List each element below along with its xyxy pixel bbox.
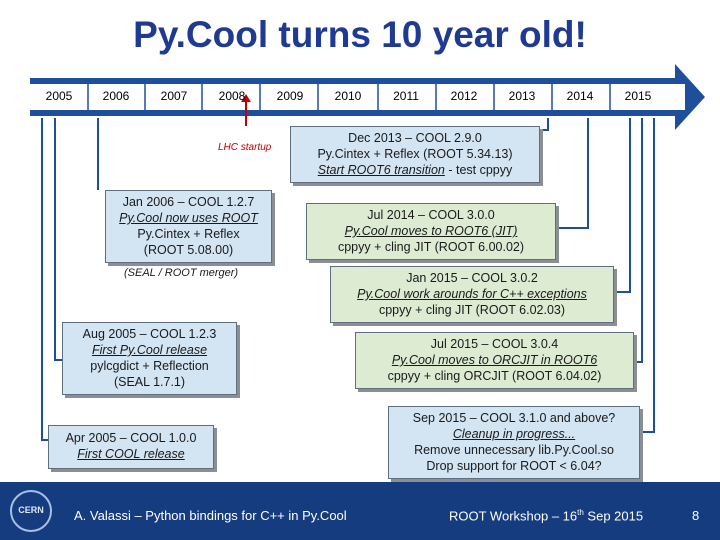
- event-box-aug2005: Aug 2005 – COOL 1.2.3 First Py.Cool rele…: [62, 322, 237, 395]
- event-highlight: First Py.Cool release: [91, 343, 208, 357]
- event-box-dec2013: Dec 2013 – COOL 2.9.0 Py.Cintex + Reflex…: [290, 126, 540, 183]
- event-title: Aug 2005 – COOL 1.2.3: [82, 327, 217, 341]
- year-label: 2011: [393, 89, 419, 103]
- event-box-jan2015: Jan 2015 – COOL 3.0.2 Py.Cool work aroun…: [330, 266, 614, 323]
- connector-dec2013: [540, 118, 549, 131]
- event-detail: - test cppyy: [444, 163, 513, 177]
- event-title: Jan 2015 – COOL 3.0.2: [406, 271, 538, 285]
- event-title: Apr 2005 – COOL 1.0.0: [65, 431, 197, 445]
- event-highlight: Py.Cool now uses ROOT: [119, 211, 258, 225]
- timeline-band: [30, 84, 685, 110]
- event-detail: cppyy + cling ORCJIT (ROOT 6.04.02): [387, 369, 602, 383]
- event-title: Sep 2015 – COOL 3.1.0 and above?: [412, 411, 616, 425]
- footer-event-sup: th: [577, 508, 584, 517]
- event-detail: cppyy + cling JIT (ROOT 6.00.02): [337, 240, 525, 254]
- event-highlight: Py.Cool work arounds for C++ exceptions: [357, 287, 587, 301]
- lhc-startup-label: LHC startup: [218, 142, 272, 153]
- event-detail: Remove unnecessary lib.Py.Cool.so: [414, 443, 614, 457]
- footer-event-date: Sep 2015: [583, 508, 644, 524]
- event-title: Jul 2014 – COOL 3.0.0: [367, 208, 495, 222]
- event-detail: Py.Cintex + Reflex: [137, 227, 240, 241]
- event-highlight: Cleanup in progress...: [452, 427, 576, 441]
- connector-apr2005: [41, 118, 48, 441]
- footer-event: ROOT Workshop – 16th Sep 2015: [449, 508, 643, 523]
- event-box-jan2006: Jan 2006 – COOL 1.2.7 Py.Cool now uses R…: [105, 190, 272, 263]
- event-highlight: First COOL release: [77, 447, 185, 461]
- year-label: 2015: [624, 89, 652, 103]
- event-detail: Drop support for ROOT < 6.04?: [426, 459, 602, 473]
- event-detail: (SEAL 1.7.1): [113, 375, 186, 389]
- year-label: 2014: [566, 89, 594, 103]
- footer-event-text: ROOT Workshop – 16: [449, 508, 578, 524]
- event-box-sep2015: Sep 2015 – COOL 3.1.0 and above? Cleanup…: [388, 406, 640, 479]
- year-label: 2008: [218, 89, 246, 103]
- event-box-jul2014: Jul 2014 – COOL 3.0.0 Py.Cool moves to R…: [306, 203, 556, 260]
- year-label: 2007: [160, 89, 188, 103]
- year-label: 2013: [508, 89, 536, 103]
- page-number: 8: [692, 508, 700, 523]
- page-title: Py.Cool turns 10 year old!: [133, 14, 587, 55]
- event-title: Jan 2006 – COOL 1.2.7: [122, 195, 255, 209]
- connector-jul2015: [634, 118, 643, 363]
- seal-root-merger-note: (SEAL / ROOT merger): [124, 267, 239, 279]
- event-highlight: Start ROOT6 transition: [317, 163, 445, 177]
- year-label: 2012: [450, 89, 478, 103]
- event-box-apr2005: Apr 2005 – COOL 1.0.0 First COOL release: [48, 425, 214, 469]
- event-detail: cppyy + cling JIT (ROOT 6.02.03): [378, 303, 566, 317]
- event-title: Jul 2015 – COOL 3.0.4: [430, 337, 559, 351]
- event-detail: pylcgdict + Reflection: [90, 359, 209, 373]
- year-label: 2010: [334, 89, 362, 103]
- footer-author: A. Valassi – Python bindings for C++ in …: [74, 508, 347, 523]
- event-detail: (ROOT 5.08.00): [143, 243, 234, 257]
- footer-bar: [0, 482, 720, 540]
- event-highlight: Py.Cool moves to ROOT6 (JIT): [344, 224, 518, 238]
- cern-logo-icon: [10, 490, 52, 532]
- event-detail: Py.Cintex + Reflex (ROOT 5.34.13): [317, 147, 513, 161]
- connector-aug2005: [54, 118, 62, 361]
- connector-jan2015: [614, 118, 631, 293]
- connector-jul2014: [556, 118, 589, 229]
- cern-logo-text: CERN: [18, 505, 44, 515]
- year-label: 2005: [45, 89, 73, 103]
- event-title: Dec 2013 – COOL 2.9.0: [348, 131, 482, 145]
- year-label: 2009: [276, 89, 304, 103]
- connector-sep2015: [640, 118, 655, 433]
- event-highlight: Py.Cool moves to ORCJIT in ROOT6: [391, 353, 598, 367]
- event-box-jul2015: Jul 2015 – COOL 3.0.4 Py.Cool moves to O…: [355, 332, 634, 389]
- year-label: 2006: [102, 89, 130, 103]
